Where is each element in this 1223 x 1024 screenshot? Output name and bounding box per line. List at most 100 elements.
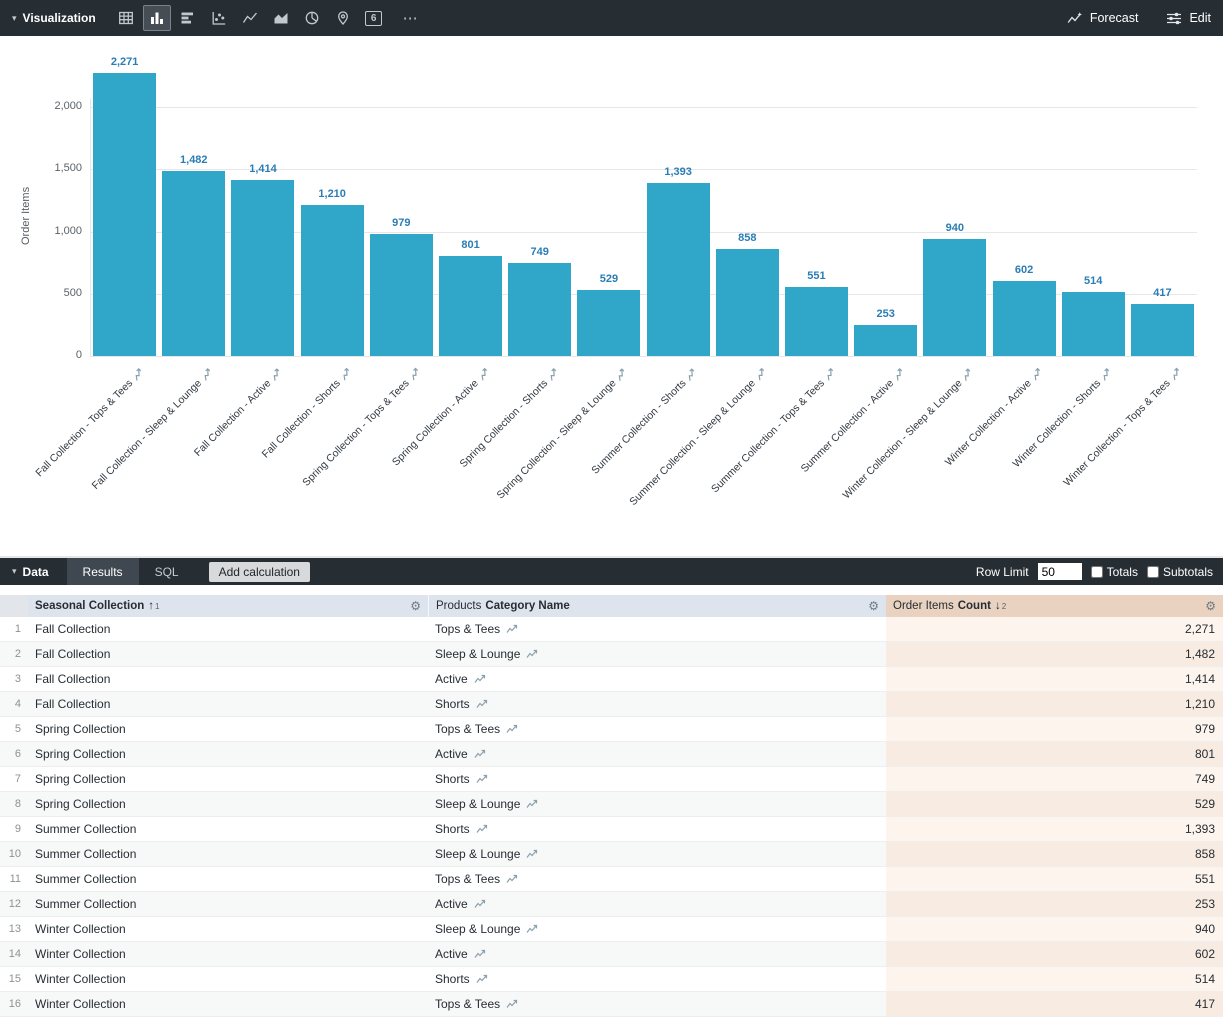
count-cell[interactable]: 417	[886, 992, 1223, 1016]
x-axis-label[interactable]: Fall Collection - Sleep & Lounge	[89, 366, 215, 492]
category-cell[interactable]: Shorts	[428, 692, 886, 716]
x-axis-label[interactable]: Fall Collection - Tops & Tees	[33, 366, 146, 479]
visualization-section-toggle[interactable]: ▾ Visualization	[12, 11, 96, 25]
column-header-category-name[interactable]: Products Category Name ⚙	[428, 595, 886, 617]
viz-type-scatter-button[interactable]	[205, 5, 233, 31]
row-limit-input[interactable]	[1037, 563, 1082, 580]
category-cell[interactable]: Sleep & Lounge	[428, 642, 886, 666]
column-header-seasonal-collection[interactable]: Seasonal Collection ↑ 1 ⚙	[28, 595, 428, 617]
seasonal-collection-cell[interactable]: Spring Collection	[28, 767, 428, 791]
count-cell[interactable]: 1,414	[886, 667, 1223, 691]
category-cell[interactable]: Active	[428, 892, 886, 916]
viz-type-table-button[interactable]	[112, 5, 140, 31]
x-axis-label[interactable]: Summer Collection - Active	[798, 366, 907, 475]
category-cell[interactable]: Shorts	[428, 767, 886, 791]
seasonal-collection-cell[interactable]: Summer Collection	[28, 817, 428, 841]
column-gear-icon[interactable]: ⚙	[410, 599, 421, 613]
add-calculation-button[interactable]: Add calculation	[208, 561, 310, 582]
x-axis-label[interactable]: Spring Collection - Sleep & Lounge	[495, 366, 630, 501]
category-cell[interactable]: Tops & Tees	[428, 617, 886, 641]
category-cell[interactable]: Sleep & Lounge	[428, 917, 886, 941]
bar[interactable]	[646, 182, 710, 356]
count-cell[interactable]: 529	[886, 792, 1223, 816]
seasonal-collection-cell[interactable]: Summer Collection	[28, 842, 428, 866]
x-axis-label[interactable]: Winter Collection - Active	[943, 366, 1045, 468]
bar[interactable]	[854, 324, 918, 356]
column-gear-icon[interactable]: ⚙	[868, 599, 879, 613]
edit-button[interactable]: Edit	[1166, 11, 1211, 26]
seasonal-collection-cell[interactable]: Spring Collection	[28, 742, 428, 766]
tab-results[interactable]: Results	[66, 558, 139, 585]
viz-type-bar-button[interactable]	[174, 5, 202, 31]
x-axis-label[interactable]: Summer Collection - Tops & Tees	[709, 366, 838, 495]
count-cell[interactable]: 2,271	[886, 617, 1223, 641]
viz-type-line-button[interactable]	[236, 5, 264, 31]
seasonal-collection-cell[interactable]: Winter Collection	[28, 967, 428, 991]
column-gear-icon[interactable]: ⚙	[1205, 599, 1216, 613]
seasonal-collection-cell[interactable]: Fall Collection	[28, 692, 428, 716]
bar[interactable]	[577, 290, 641, 356]
count-cell[interactable]: 602	[886, 942, 1223, 966]
x-axis-label[interactable]: Winter Collection - Shorts	[1011, 366, 1115, 470]
x-axis-label[interactable]: Winter Collection - Sleep & Lounge	[841, 366, 976, 501]
count-cell[interactable]: 1,210	[886, 692, 1223, 716]
data-section-toggle[interactable]: ▾ Data	[12, 565, 49, 579]
category-cell[interactable]: Shorts	[428, 967, 886, 991]
category-cell[interactable]: Tops & Tees	[428, 992, 886, 1016]
seasonal-collection-cell[interactable]: Spring Collection	[28, 792, 428, 816]
totals-checkbox[interactable]	[1090, 565, 1103, 578]
bar[interactable]	[439, 256, 503, 356]
viz-type-pie-button[interactable]	[298, 5, 326, 31]
seasonal-collection-cell[interactable]: Winter Collection	[28, 917, 428, 941]
more-viz-types-button[interactable]: ⋯	[395, 9, 427, 27]
count-cell[interactable]: 551	[886, 867, 1223, 891]
x-axis-label[interactable]: Summer Collection - Shorts	[589, 366, 700, 477]
count-cell[interactable]: 514	[886, 967, 1223, 991]
category-cell[interactable]: Active	[428, 667, 886, 691]
subtotals-checkbox[interactable]	[1146, 565, 1159, 578]
count-cell[interactable]: 801	[886, 742, 1223, 766]
viz-type-area-button[interactable]	[267, 5, 295, 31]
seasonal-collection-cell[interactable]: Winter Collection	[28, 992, 428, 1016]
x-axis-label[interactable]: Spring Collection - Tops & Tees	[300, 366, 423, 489]
bar[interactable]	[93, 73, 157, 356]
bar[interactable]	[231, 179, 295, 356]
bar[interactable]	[992, 281, 1056, 356]
bar[interactable]	[715, 249, 779, 356]
seasonal-collection-cell[interactable]: Fall Collection	[28, 617, 428, 641]
seasonal-collection-cell[interactable]: Fall Collection	[28, 642, 428, 666]
count-cell[interactable]: 1,482	[886, 642, 1223, 666]
bar[interactable]	[923, 238, 987, 356]
count-cell[interactable]: 940	[886, 917, 1223, 941]
x-axis-label[interactable]: Fall Collection - Active	[192, 366, 285, 459]
bar[interactable]	[369, 234, 433, 356]
bar[interactable]	[162, 171, 226, 356]
seasonal-collection-cell[interactable]: Fall Collection	[28, 667, 428, 691]
count-cell[interactable]: 749	[886, 767, 1223, 791]
bar[interactable]	[300, 205, 364, 356]
bar[interactable]	[1061, 292, 1125, 356]
forecast-button[interactable]: Forecast	[1067, 11, 1138, 26]
category-cell[interactable]: Tops & Tees	[428, 867, 886, 891]
seasonal-collection-cell[interactable]: Spring Collection	[28, 717, 428, 741]
bar[interactable]	[784, 287, 848, 356]
viz-type-single-value-button[interactable]: 6	[360, 5, 388, 31]
viz-type-column-button[interactable]	[142, 5, 171, 31]
category-cell[interactable]: Sleep & Lounge	[428, 842, 886, 866]
x-axis-label[interactable]: Spring Collection - Active	[390, 366, 492, 468]
bar[interactable]	[508, 262, 572, 356]
seasonal-collection-cell[interactable]: Summer Collection	[28, 867, 428, 891]
count-cell[interactable]: 1,393	[886, 817, 1223, 841]
category-cell[interactable]: Shorts	[428, 817, 886, 841]
count-cell[interactable]: 253	[886, 892, 1223, 916]
count-cell[interactable]: 979	[886, 717, 1223, 741]
category-cell[interactable]: Tops & Tees	[428, 717, 886, 741]
category-cell[interactable]: Sleep & Lounge	[428, 792, 886, 816]
tab-sql[interactable]: SQL	[154, 564, 179, 579]
seasonal-collection-cell[interactable]: Winter Collection	[28, 942, 428, 966]
bar[interactable]	[1130, 304, 1194, 356]
seasonal-collection-cell[interactable]: Summer Collection	[28, 892, 428, 916]
x-axis-label[interactable]: Fall Collection - Shorts	[259, 366, 353, 460]
x-axis-label[interactable]: Spring Collection - Shorts	[457, 366, 561, 470]
viz-type-map-button[interactable]	[329, 5, 357, 31]
